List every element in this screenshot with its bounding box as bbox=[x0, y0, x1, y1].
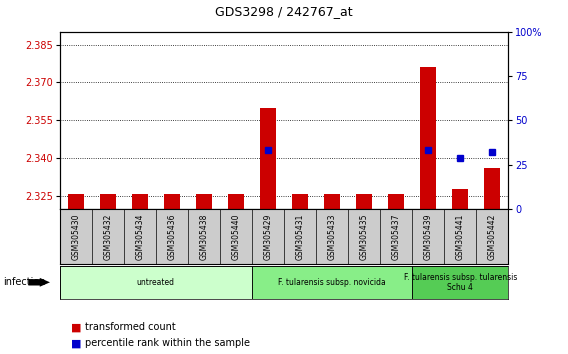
Text: untreated: untreated bbox=[137, 278, 175, 287]
Bar bbox=[132, 194, 148, 209]
Bar bbox=[196, 194, 212, 209]
Bar bbox=[252, 266, 412, 299]
Text: GSM305434: GSM305434 bbox=[135, 213, 144, 260]
Text: GSM305440: GSM305440 bbox=[231, 213, 240, 260]
Bar bbox=[292, 194, 308, 209]
Text: F. tularensis subsp. novicida: F. tularensis subsp. novicida bbox=[278, 278, 386, 287]
Text: F. tularensis subsp. tularensis
Schu 4: F. tularensis subsp. tularensis Schu 4 bbox=[404, 273, 517, 292]
Bar bbox=[485, 169, 500, 209]
Bar bbox=[260, 108, 276, 209]
Text: GSM305431: GSM305431 bbox=[295, 213, 304, 259]
Text: GSM305438: GSM305438 bbox=[199, 213, 208, 259]
Text: GSM305433: GSM305433 bbox=[328, 213, 337, 260]
Text: GSM305439: GSM305439 bbox=[424, 213, 433, 260]
Bar bbox=[68, 194, 83, 209]
Text: ■: ■ bbox=[71, 338, 81, 348]
Text: GSM305435: GSM305435 bbox=[360, 213, 369, 260]
Bar bbox=[324, 194, 340, 209]
Bar bbox=[228, 194, 244, 209]
Text: percentile rank within the sample: percentile rank within the sample bbox=[85, 338, 250, 348]
Text: GSM305442: GSM305442 bbox=[488, 213, 497, 259]
Bar bbox=[100, 194, 116, 209]
Bar bbox=[412, 266, 508, 299]
Text: infection: infection bbox=[3, 277, 45, 287]
Text: GDS3298 / 242767_at: GDS3298 / 242767_at bbox=[215, 5, 353, 18]
Bar bbox=[164, 194, 180, 209]
Bar bbox=[356, 194, 372, 209]
Bar bbox=[388, 194, 404, 209]
Text: GSM305437: GSM305437 bbox=[392, 213, 400, 260]
Bar bbox=[452, 189, 468, 209]
Text: GSM305436: GSM305436 bbox=[168, 213, 176, 260]
Text: GSM305429: GSM305429 bbox=[264, 213, 273, 259]
Text: transformed count: transformed count bbox=[85, 322, 176, 332]
Bar bbox=[420, 67, 436, 209]
Text: GSM305432: GSM305432 bbox=[103, 213, 112, 259]
Text: ■: ■ bbox=[71, 322, 81, 332]
Bar bbox=[60, 266, 252, 299]
Text: GSM305441: GSM305441 bbox=[456, 213, 465, 259]
Text: GSM305430: GSM305430 bbox=[71, 213, 80, 260]
